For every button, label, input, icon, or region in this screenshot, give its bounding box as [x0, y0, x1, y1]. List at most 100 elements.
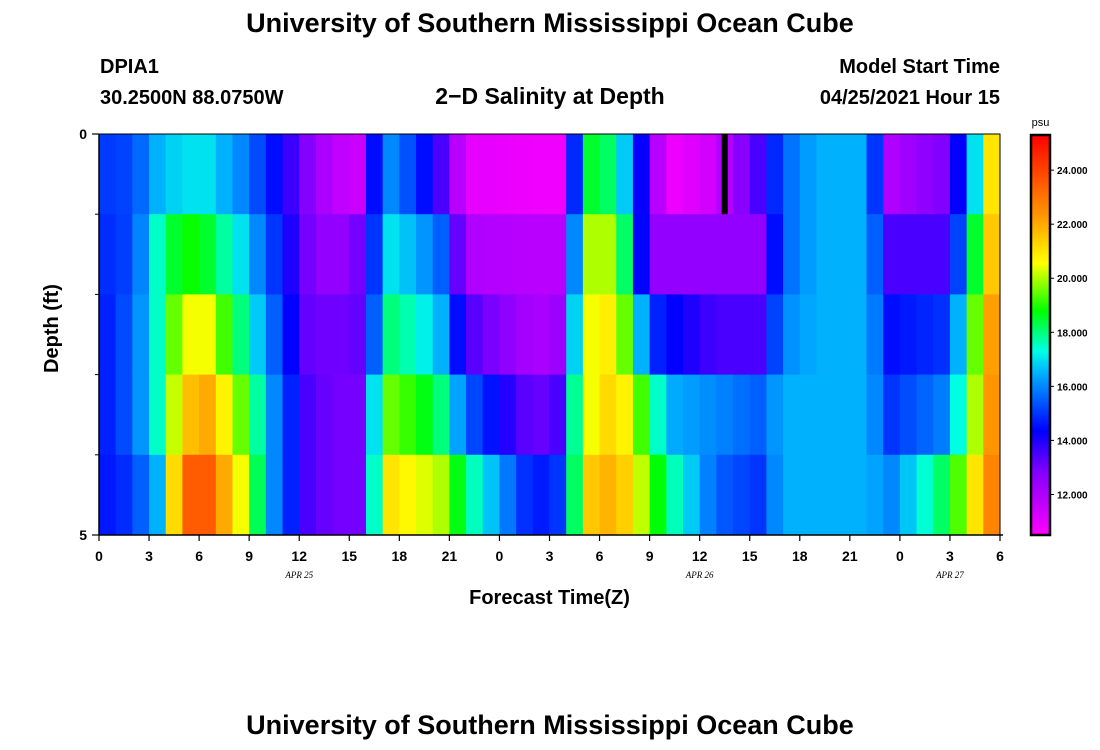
heat-cell — [682, 214, 701, 295]
heat-cell — [149, 214, 167, 295]
heat-cell — [983, 374, 1001, 456]
heat-cell — [265, 134, 284, 215]
colorbar-scale — [1029, 133, 1052, 537]
x-tick-label: 6 — [596, 548, 604, 564]
heat-cell — [983, 134, 1001, 215]
heat-cell — [482, 214, 500, 295]
footer-title: University of Southern Mississippi Ocean… — [246, 710, 854, 740]
heat-cell — [149, 294, 167, 376]
heat-cell — [332, 214, 350, 295]
heat-cell — [849, 134, 868, 215]
heat-cell — [99, 294, 117, 376]
heat-cell — [165, 214, 183, 295]
heat-cell — [199, 134, 217, 215]
heat-cell — [199, 454, 217, 536]
heat-cell — [566, 454, 584, 536]
heat-cell — [733, 374, 751, 456]
heat-cell — [916, 454, 934, 536]
heat-cell — [265, 214, 284, 295]
heat-cell — [733, 214, 751, 295]
x-tick-label: 12 — [291, 548, 307, 564]
heat-cell — [349, 214, 367, 295]
colorbar-tick-label: 22.000 — [1057, 220, 1088, 231]
heat-cell — [632, 374, 651, 456]
heat-cell — [499, 134, 517, 215]
heat-cell — [282, 374, 300, 456]
heat-cell — [749, 374, 767, 456]
heat-cell — [382, 294, 400, 376]
heat-cell — [749, 294, 767, 376]
heat-cell — [649, 374, 667, 456]
heat-cell — [833, 214, 851, 295]
heat-cell — [549, 374, 567, 456]
heat-cell — [532, 214, 550, 295]
heat-cell — [816, 294, 834, 376]
heat-cell — [599, 134, 617, 215]
heat-cell — [249, 294, 267, 376]
heat-cell — [783, 134, 801, 215]
heat-cell — [582, 214, 601, 295]
heat-cell — [232, 214, 250, 295]
heat-cell — [749, 454, 767, 536]
heat-cell — [349, 134, 367, 215]
heat-cell — [115, 374, 133, 456]
heat-cell — [866, 454, 884, 536]
heat-cell — [833, 134, 851, 215]
heat-cell — [232, 294, 250, 376]
heat-cell — [682, 294, 701, 376]
heat-cell — [99, 454, 117, 536]
heat-cell — [332, 374, 350, 456]
heat-cell — [716, 374, 734, 456]
heat-cell — [699, 294, 717, 376]
heat-cell — [382, 214, 400, 295]
heat-cell — [232, 374, 250, 456]
heatmap-cells — [99, 134, 1001, 536]
heat-cell — [466, 214, 484, 295]
heat-cell — [482, 134, 500, 215]
heat-cell — [432, 374, 450, 456]
heat-cell — [199, 294, 217, 376]
heat-cell — [966, 454, 984, 536]
heat-cell — [182, 294, 200, 376]
heat-cell — [666, 374, 684, 456]
x-tick-label: 3 — [546, 548, 554, 564]
heat-cell — [99, 134, 117, 215]
heat-cell — [666, 454, 684, 536]
heat-cell — [666, 294, 684, 376]
heat-cell — [766, 374, 784, 456]
heat-cell — [315, 134, 334, 215]
x-tick-label: 12 — [692, 548, 708, 564]
heat-cell — [699, 214, 717, 295]
heat-cell — [315, 294, 334, 376]
heat-cell — [733, 454, 751, 536]
heat-cell — [566, 294, 584, 376]
heat-cell — [649, 214, 667, 295]
heat-cell — [816, 214, 834, 295]
heat-cell — [466, 374, 484, 456]
heat-cell — [883, 294, 901, 376]
colorbar-tick-label: 24.000 — [1057, 166, 1088, 177]
x-tick-label: 9 — [245, 548, 253, 564]
heat-cell — [949, 454, 968, 536]
heat-cell — [799, 214, 817, 295]
colorbar-unit: psu — [1032, 117, 1050, 129]
model-start-time: 04/25/2021 Hour 15 — [819, 87, 1000, 109]
heat-cell — [382, 374, 400, 456]
heat-cell — [949, 374, 968, 456]
heat-cell — [165, 134, 183, 215]
heat-cell — [733, 134, 751, 215]
heat-cell — [199, 374, 217, 456]
heat-cell — [282, 214, 300, 295]
heat-cell — [833, 454, 851, 536]
heat-cell — [866, 374, 884, 456]
heat-cell — [99, 374, 117, 456]
heat-cell — [232, 134, 250, 215]
heat-cell — [532, 374, 550, 456]
heat-cell — [949, 294, 968, 376]
heat-cell — [149, 454, 167, 536]
heat-cell — [416, 214, 434, 295]
station-id: DPIA1 — [100, 56, 159, 78]
heat-cell — [416, 374, 434, 456]
heat-cell — [132, 134, 150, 215]
